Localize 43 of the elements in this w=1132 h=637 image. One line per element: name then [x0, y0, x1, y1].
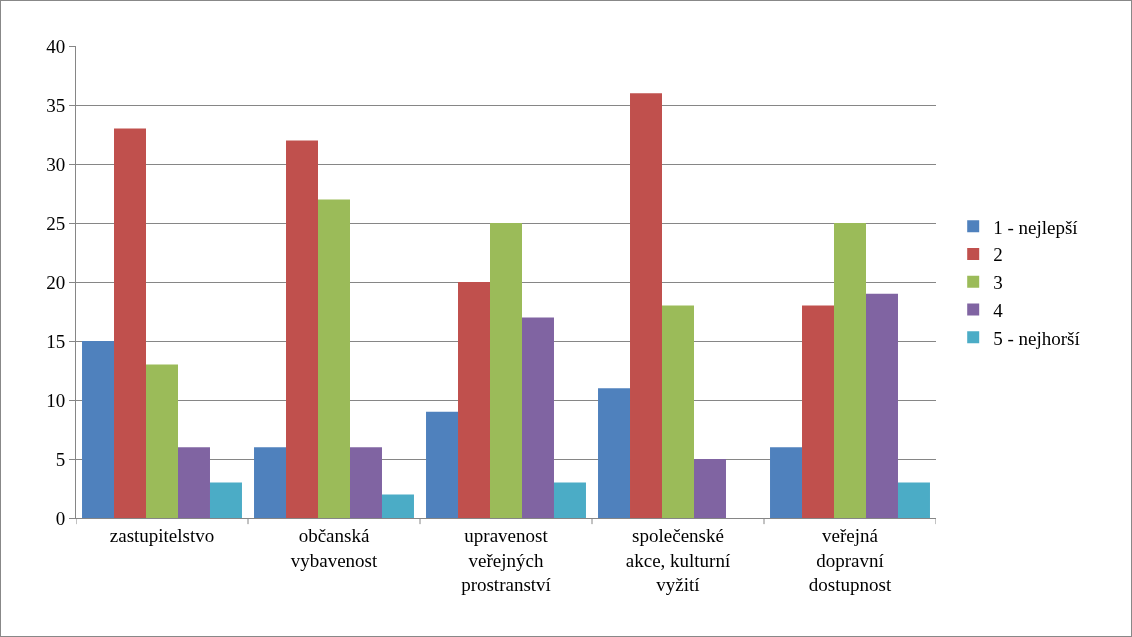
bar: [897, 482, 930, 518]
bar: [318, 199, 350, 518]
x-tick-label: společenské akce, kulturní vyžití: [625, 524, 731, 596]
y-tick-label: 0: [55, 507, 66, 529]
bar: [866, 293, 898, 518]
bar: [522, 317, 554, 518]
bar: [286, 140, 318, 518]
legend-label: 5 - nejhorší: [993, 327, 1081, 349]
bar: [178, 447, 210, 518]
y-tick-label: 40: [46, 35, 66, 57]
y-tick-label: 10: [46, 389, 66, 411]
x-tick-label: občanská vybavenost: [290, 524, 378, 571]
x-tick-label: upravenost veřejných prostranství: [461, 524, 552, 596]
bar: [598, 388, 631, 518]
legend-label: 3: [993, 272, 1003, 294]
y-tick-label: 15: [46, 330, 66, 352]
legend-label: 4: [993, 299, 1004, 321]
bar: [426, 411, 459, 518]
bar: [458, 282, 490, 518]
bar: [146, 364, 178, 518]
bar: [802, 305, 834, 518]
bar: [209, 482, 242, 518]
bar: [381, 494, 414, 518]
bar: [662, 305, 694, 518]
legend-label: 2: [993, 244, 1003, 266]
bar: [553, 482, 586, 518]
bar: [630, 93, 662, 518]
y-tick-label: 30: [46, 153, 66, 175]
bar: [82, 341, 115, 518]
bar: [350, 447, 382, 518]
y-tick-label: 25: [46, 212, 66, 234]
bar: [254, 447, 287, 518]
legend-label: 1 - nejlepší: [993, 216, 1079, 238]
x-tick-label: veřejná dopravní dostupnost: [808, 524, 892, 596]
y-tick-label: 20: [46, 271, 66, 293]
bar: [834, 223, 866, 518]
bar: [770, 447, 803, 518]
x-tick-label: zastupitelstvo: [109, 524, 215, 546]
y-tick-label: 5: [55, 448, 66, 470]
bar: [114, 128, 146, 518]
y-tick-label: 35: [46, 94, 66, 116]
bar: [694, 459, 726, 518]
bar: [490, 223, 522, 518]
